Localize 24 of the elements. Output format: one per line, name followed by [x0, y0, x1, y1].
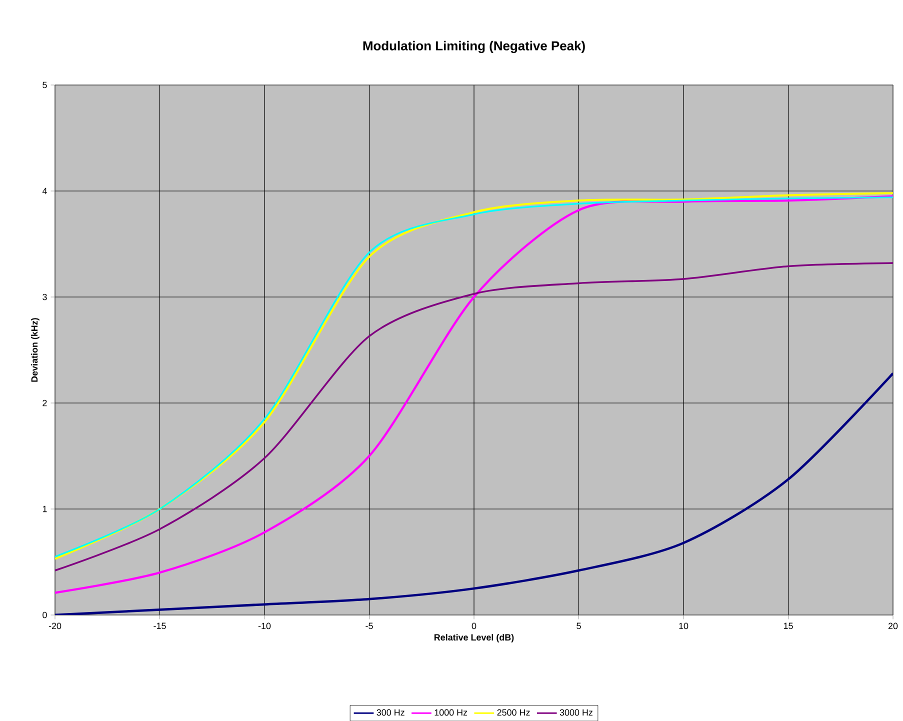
x-tick-label: 15	[784, 622, 793, 630]
x-tick-label: -20	[48, 622, 62, 630]
y-tick-label: 0	[42, 612, 47, 618]
x-tick-label: -5	[366, 622, 373, 630]
x-tick-label: 5	[576, 622, 581, 630]
y-tick-label: 2	[42, 400, 47, 406]
chart-title: Modulation Limiting (Negative Peak)	[363, 40, 585, 54]
y-tick-label: 3	[42, 294, 47, 300]
y-tick-label: 1	[42, 506, 47, 512]
y-axis-title: Deviation (kHz)	[31, 318, 40, 382]
x-tick-label: -10	[258, 622, 271, 630]
legend-label: 1000 Hz	[434, 709, 468, 716]
y-tick-label: 5	[42, 82, 47, 88]
line-series	[55, 262, 894, 572]
line-series	[55, 372, 894, 615]
legend-label: 300 Hz	[376, 709, 404, 716]
x-tick-label: -15	[154, 622, 166, 630]
x-tick-label: 10	[679, 622, 688, 630]
x-axis-title: Relative Level (dB)	[434, 634, 514, 642]
legend-label: 2500 Hz	[497, 709, 530, 716]
x-tick-label: 0	[472, 622, 476, 630]
y-tick-label: 4	[42, 188, 47, 194]
x-tick-label: 20	[888, 622, 898, 630]
legend-label: 3000 Hz	[560, 709, 592, 716]
